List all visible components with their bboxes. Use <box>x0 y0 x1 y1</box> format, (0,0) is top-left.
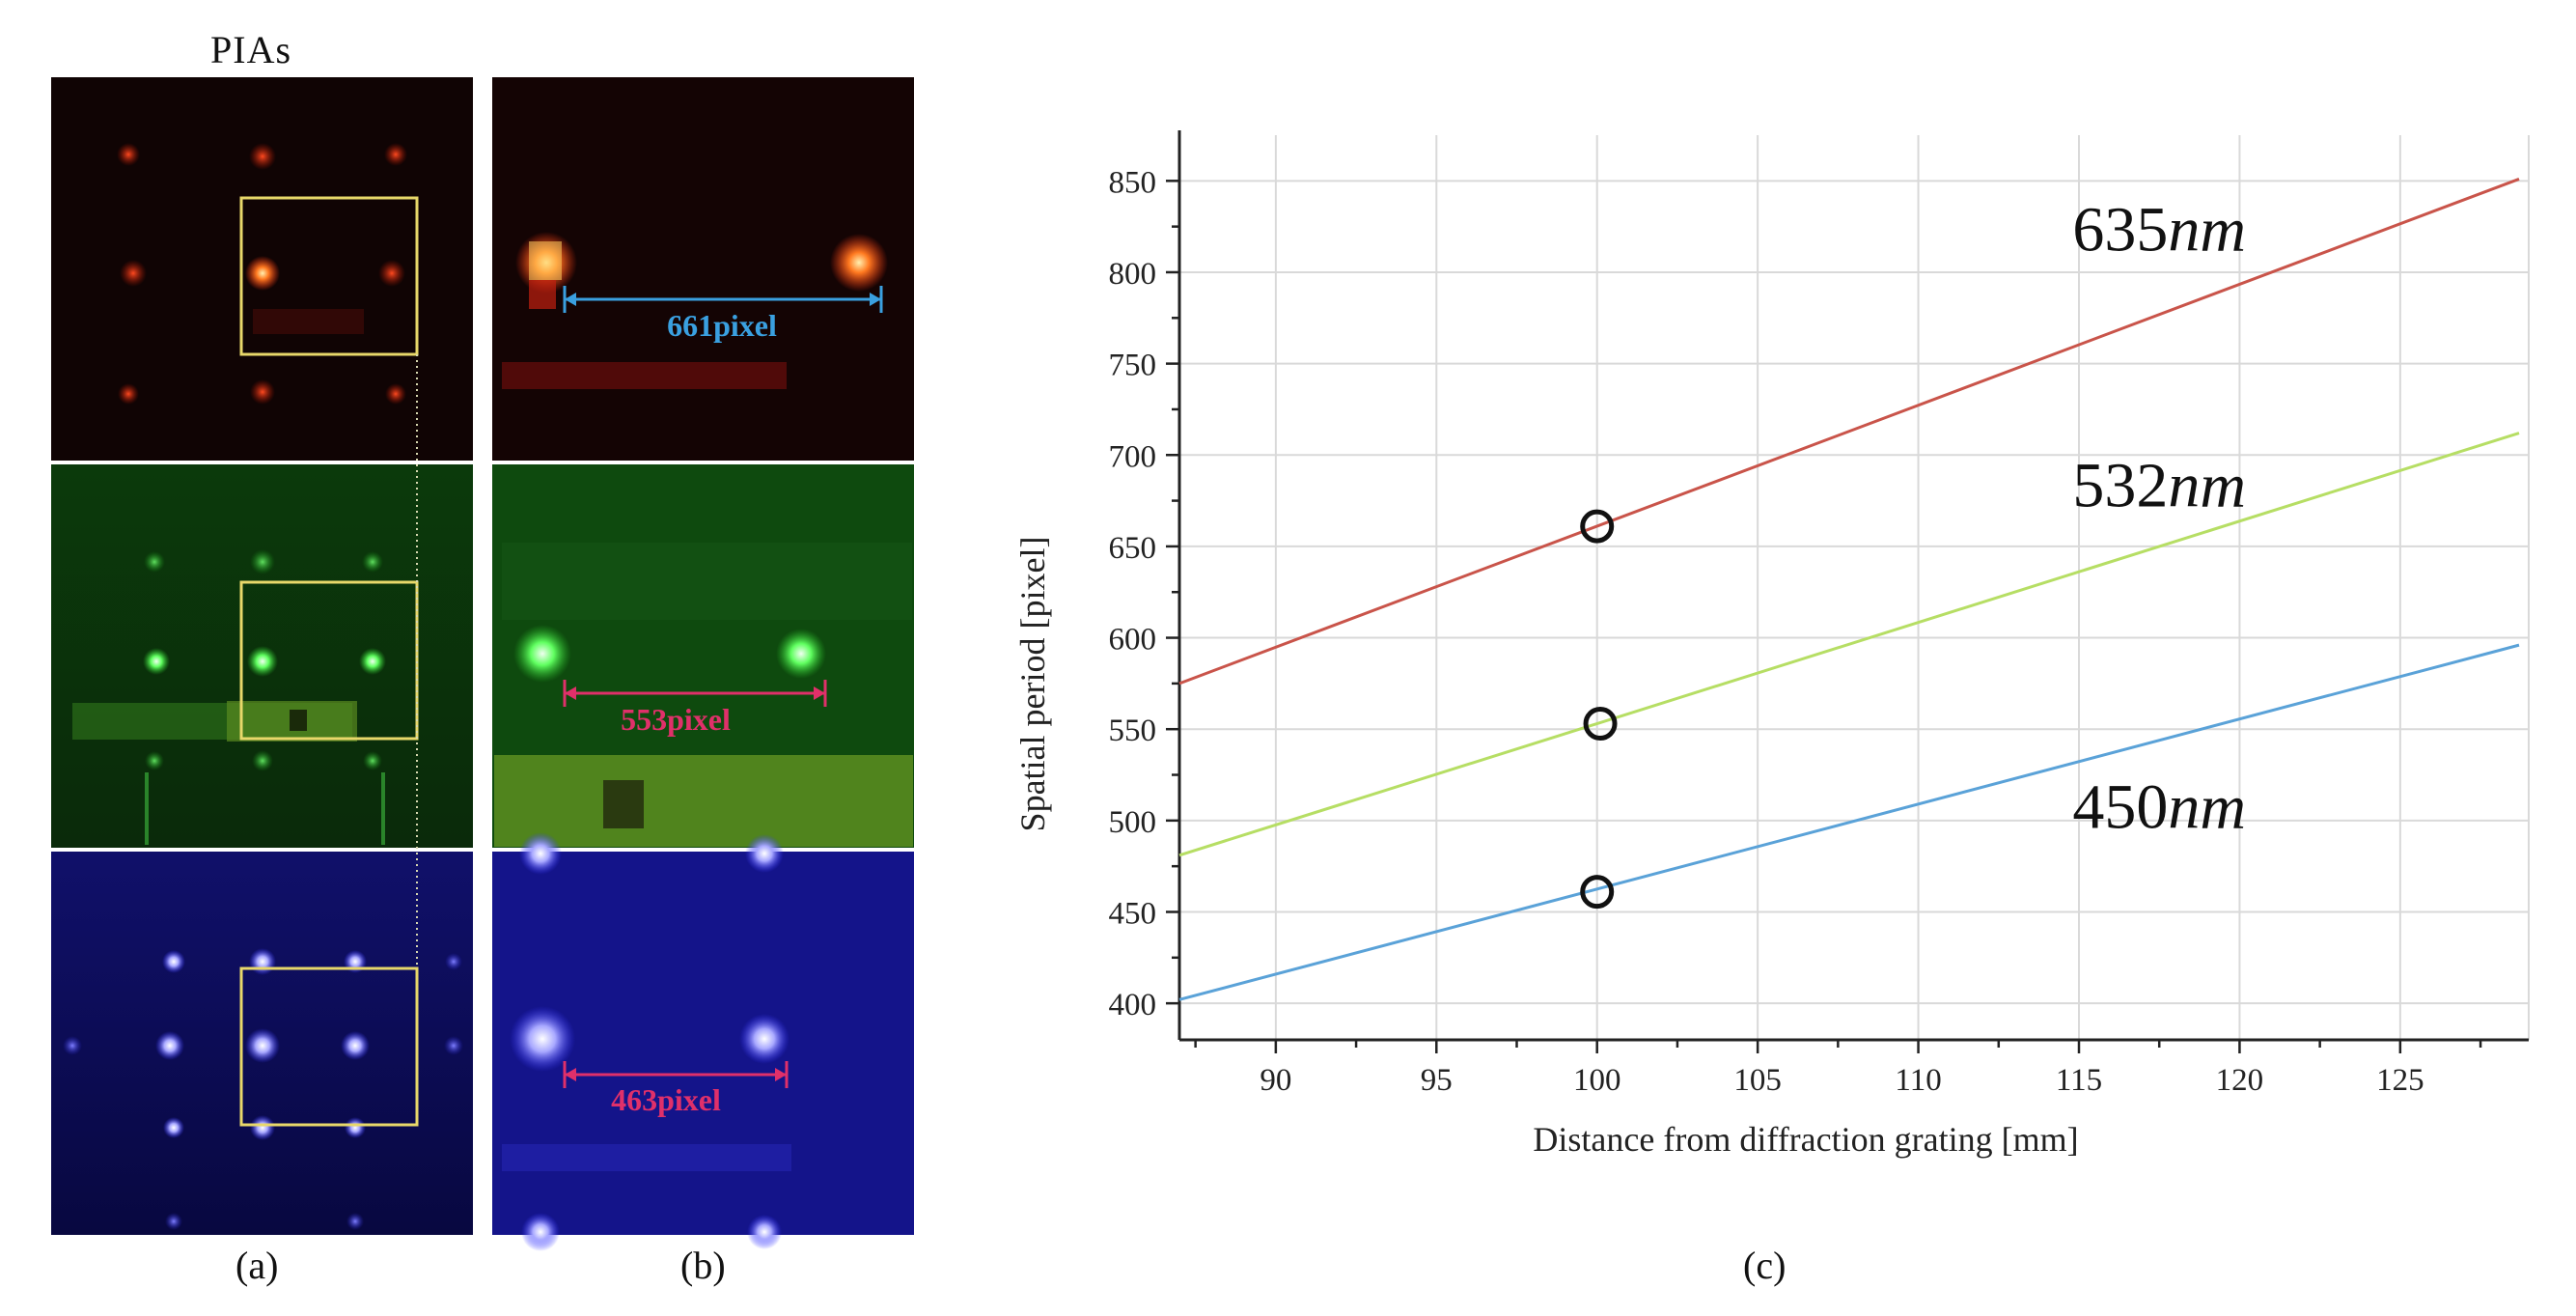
red-measurement-label: 661pixel <box>667 308 777 343</box>
red-zoom-content <box>502 232 888 389</box>
green-measurement-label: 553pixel <box>621 702 731 737</box>
y-axis-ticks: 400 450 500 550 600 650 700 750 800 850 <box>1109 165 1179 1022</box>
series-line-635nm <box>1178 178 2520 686</box>
y-tick-label: 400 <box>1109 988 1157 1022</box>
green-spots <box>72 549 386 845</box>
series-lines <box>1178 178 2520 1001</box>
y-tick-label: 700 <box>1109 439 1157 474</box>
blue-zoom-content <box>502 832 791 1251</box>
series-label-unit: nm <box>2168 771 2246 842</box>
series-label-number: 532 <box>2072 450 2168 520</box>
spatial-period-chart: 90 95 100 105 110 115 120 125 400 450 500 550 600 65… <box>1013 130 2530 1159</box>
red-spots <box>117 143 407 405</box>
y-tick-label: 800 <box>1109 257 1157 292</box>
series-label-unit: nm <box>2168 450 2246 520</box>
panel-a-label: (a) <box>235 1244 279 1287</box>
blue-measurement-label: 463pixel <box>611 1082 721 1117</box>
series-label-635nm: 635nm <box>2072 194 2246 265</box>
panel-c-label: (c) <box>1743 1244 1787 1287</box>
green-zoom-content <box>494 543 913 847</box>
chart-axes <box>1177 130 2529 1042</box>
data-markers <box>1580 509 1618 910</box>
series-label-number: 450 <box>2072 771 2168 842</box>
pias-title: PIAs <box>210 28 292 71</box>
chart-grid <box>1179 135 2530 1040</box>
series-label-450nm: 450nm <box>2072 771 2246 842</box>
photo-panels: 661pixel 553pixel 463pixel <box>51 77 914 1251</box>
x-tick-label: 125 <box>2376 1063 2424 1098</box>
y-tick-label: 650 <box>1109 531 1157 566</box>
x-tick-label: 110 <box>1895 1063 1941 1098</box>
x-axis-label: Distance from diffraction grating [mm] <box>1533 1120 2078 1159</box>
y-tick-label: 750 <box>1109 349 1157 383</box>
series-label-number: 635 <box>2072 194 2168 265</box>
x-axis-ticks: 90 95 100 105 110 115 120 125 <box>1194 1040 2482 1098</box>
data-marker <box>1583 707 1618 742</box>
blue-zoom-box <box>239 966 419 1127</box>
y-tick-label: 500 <box>1109 805 1157 840</box>
y-tick-label: 850 <box>1109 165 1157 200</box>
data-marker <box>1580 509 1615 544</box>
green-zoom-box <box>239 580 419 741</box>
x-tick-label: 90 <box>1260 1063 1291 1098</box>
y-tick-label: 550 <box>1109 714 1157 748</box>
series-label-532nm: 532nm <box>2072 450 2246 520</box>
panel-b-label: (b) <box>680 1244 726 1287</box>
series-line-450nm <box>1178 643 2520 1001</box>
red-zoom-box <box>239 196 419 356</box>
x-tick-label: 115 <box>2056 1063 2102 1098</box>
x-tick-label: 105 <box>1733 1063 1782 1098</box>
x-tick-label: 95 <box>1421 1063 1453 1098</box>
y-axis-label: Spatial period [pixel] <box>1013 537 1052 832</box>
x-tick-label: 100 <box>1573 1063 1621 1098</box>
data-marker <box>1580 875 1615 910</box>
series-label-unit: nm <box>2168 194 2246 265</box>
y-tick-label: 450 <box>1109 896 1157 931</box>
y-tick-label: 600 <box>1109 623 1157 658</box>
series-line-532nm <box>1178 432 2520 857</box>
x-tick-label: 120 <box>2216 1063 2264 1098</box>
